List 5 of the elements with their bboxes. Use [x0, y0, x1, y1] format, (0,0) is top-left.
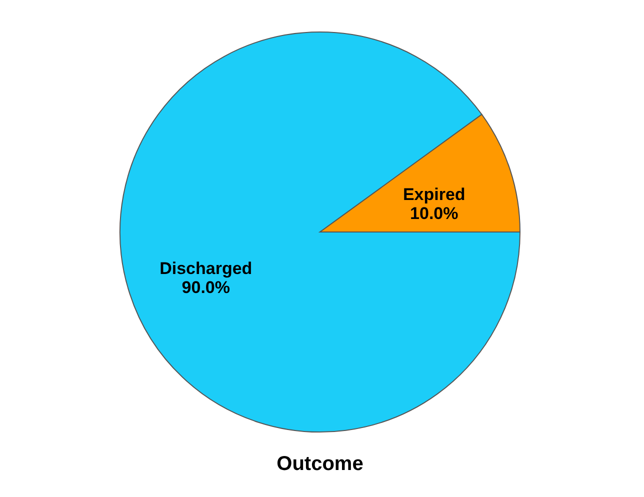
text: Outcome	[276, 453, 364, 475]
data-label: 10.0%	[410, 204, 458, 223]
slice-label: Discharged	[160, 259, 252, 278]
data-label: 90.0%	[182, 278, 230, 298]
slice-label: Expired	[402, 184, 466, 204]
